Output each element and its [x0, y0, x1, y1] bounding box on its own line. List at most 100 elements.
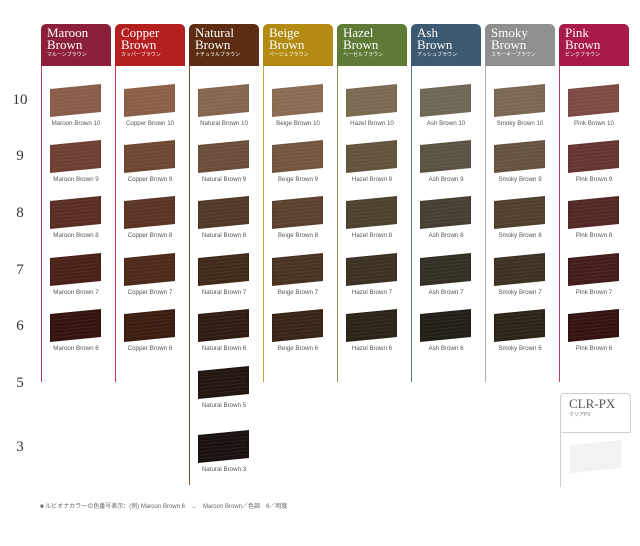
column-copper-brown: Copper Brown カッパーブラウン Copper Brown 10 Coppe… — [115, 0, 187, 485]
swatch — [272, 196, 323, 229]
swatch — [420, 196, 471, 229]
swatch — [346, 84, 397, 117]
column-divider-line — [337, 66, 338, 382]
level-label-5: 5 — [16, 375, 24, 391]
swatch — [494, 253, 545, 286]
header-natural-brown: Natural Brown ナチュラルブラウン — [189, 24, 259, 66]
swatch-label: Ash Brown 8 — [428, 232, 464, 239]
swatch-label: Pink Brown 6 — [575, 345, 613, 352]
column-ash-brown: Ash Brown アッシュブラウン Ash Brown 10 Ash Brown 9… — [411, 0, 483, 485]
swatch — [124, 309, 175, 342]
swatch-label: Hazel Brown 9 — [351, 176, 393, 183]
swatch — [568, 196, 619, 229]
swatch-label: Copper Brown 6 — [127, 345, 173, 352]
swatch — [494, 196, 545, 229]
column-pink-brown: Pink Brown ピンクブラウン Pink Brown 10 Pink Brown… — [559, 0, 631, 485]
swatch-label: Pink Brown 7 — [575, 289, 613, 296]
header-copper-brown: Copper Brown カッパーブラウン — [115, 24, 185, 66]
swatch-label: Ash Brown 7 — [428, 289, 464, 296]
swatch — [272, 253, 323, 286]
swatch — [420, 140, 471, 173]
header-maroon-brown: Maroon Brown マルーンブラウン — [41, 24, 111, 66]
header-subtitle-jp: ベージュブラウン — [269, 52, 309, 58]
level-label-3: 3 — [16, 439, 24, 455]
header-title: Ash Brown — [417, 25, 453, 52]
header-beige-brown: Beige Brown ベージュブラウン — [263, 24, 333, 66]
header-title: Maroon Brown — [47, 25, 89, 52]
level-label-10: 10 — [12, 92, 28, 108]
footnote: ■ ルビオナカラーの色番号表示：(例) Maroon Brown 6 → Mar… — [40, 504, 288, 510]
level-label-8: 8 — [16, 205, 24, 221]
column-divider-line — [189, 66, 190, 485]
swatch-label: Beige Brown 7 — [277, 289, 319, 296]
swatch — [124, 84, 175, 117]
swatch-label: Hazel Brown 6 — [351, 345, 393, 352]
clr-px-swatch — [570, 440, 621, 473]
swatch — [198, 430, 249, 463]
swatch-label: Smoky Brown 6 — [498, 345, 542, 352]
swatch — [50, 84, 101, 117]
swatch — [568, 309, 619, 342]
column-divider-line — [411, 66, 412, 382]
swatch-label: Copper Brown 8 — [127, 232, 173, 239]
swatch — [124, 196, 175, 229]
clr-px-subtitle: クリアPX — [569, 412, 591, 418]
swatch-label: Copper Brown 7 — [127, 289, 173, 296]
swatch — [568, 253, 619, 286]
column-divider-line — [559, 66, 560, 382]
column-divider-line — [263, 66, 264, 382]
header-subtitle-jp: ナチュラルブラウン — [195, 52, 241, 58]
swatch — [198, 84, 249, 117]
header-title: Hazel Brown — [343, 25, 379, 52]
swatch — [50, 140, 101, 173]
swatch — [346, 140, 397, 173]
swatch — [494, 140, 545, 173]
swatch-label: Beige Brown 8 — [277, 232, 319, 239]
swatch — [124, 140, 175, 173]
column-smoky-brown: Smoky Brown スモーキーブラウン Smoky Brown 10 Smoky … — [485, 0, 557, 485]
swatch — [346, 253, 397, 286]
swatch-label: Ash Brown 6 — [428, 345, 464, 352]
swatch-label: Smoky Brown 9 — [498, 176, 542, 183]
swatch — [272, 309, 323, 342]
swatch-label: Beige Brown 9 — [277, 176, 319, 183]
swatch-label: Maroon Brown 6 — [53, 345, 99, 352]
swatch-label: Natural Brown 10 — [200, 120, 248, 127]
swatch-label: Maroon Brown 7 — [53, 289, 99, 296]
header-subtitle-jp: ピンクブラウン — [565, 52, 601, 58]
swatch-label: Hazel Brown 7 — [351, 289, 393, 296]
clr-px-line — [560, 432, 561, 487]
column-natural-brown: Natural Brown ナチュラルブラウン Natural Brown 10 Na… — [189, 0, 261, 485]
header-pink-brown: Pink Brown ピンクブラウン — [559, 24, 629, 66]
swatch-label: Maroon Brown 8 — [53, 232, 99, 239]
level-label-7: 7 — [16, 262, 24, 278]
swatch — [272, 84, 323, 117]
header-title: Natural Brown — [195, 25, 234, 52]
swatch-label: Smoky Brown 7 — [498, 289, 542, 296]
swatch — [494, 309, 545, 342]
header-subtitle-jp: カッパーブラウン — [121, 52, 161, 58]
swatch-label: Copper Brown 9 — [127, 176, 173, 183]
column-divider-line — [115, 66, 116, 382]
swatch — [198, 253, 249, 286]
swatch-label: Hazel Brown 8 — [351, 232, 393, 239]
swatch — [494, 84, 545, 117]
swatch — [420, 309, 471, 342]
swatch — [420, 253, 471, 286]
header-subtitle-jp: ヘーゼルブラウン — [343, 52, 384, 58]
swatch — [50, 309, 101, 342]
swatch-label: Pink Brown 9 — [575, 176, 613, 183]
header-title: Beige Brown — [269, 25, 305, 52]
level-label-6: 6 — [16, 318, 24, 334]
swatch-label: Smoky Brown 8 — [498, 232, 542, 239]
swatch — [124, 253, 175, 286]
swatch — [198, 366, 249, 399]
swatch-label: Pink Brown 8 — [575, 232, 613, 239]
swatch-label: Beige Brown 6 — [277, 345, 319, 352]
swatch — [420, 84, 471, 117]
swatch — [568, 84, 619, 117]
column-hazel-brown: Hazel Brown ヘーゼルブラウン Hazel Brown 10 Hazel B… — [337, 0, 409, 485]
swatch-label: Hazel Brown 10 — [350, 120, 394, 127]
swatch-label: Natural Brown 7 — [201, 289, 247, 296]
swatch — [198, 140, 249, 173]
